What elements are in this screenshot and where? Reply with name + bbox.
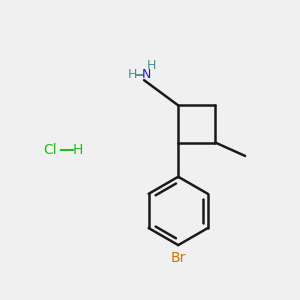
Text: H: H (147, 59, 156, 72)
Text: H: H (128, 68, 137, 81)
Text: N: N (142, 68, 151, 81)
Text: Cl: Cl (44, 143, 57, 157)
Text: Br: Br (170, 250, 186, 265)
Text: H: H (73, 143, 83, 157)
